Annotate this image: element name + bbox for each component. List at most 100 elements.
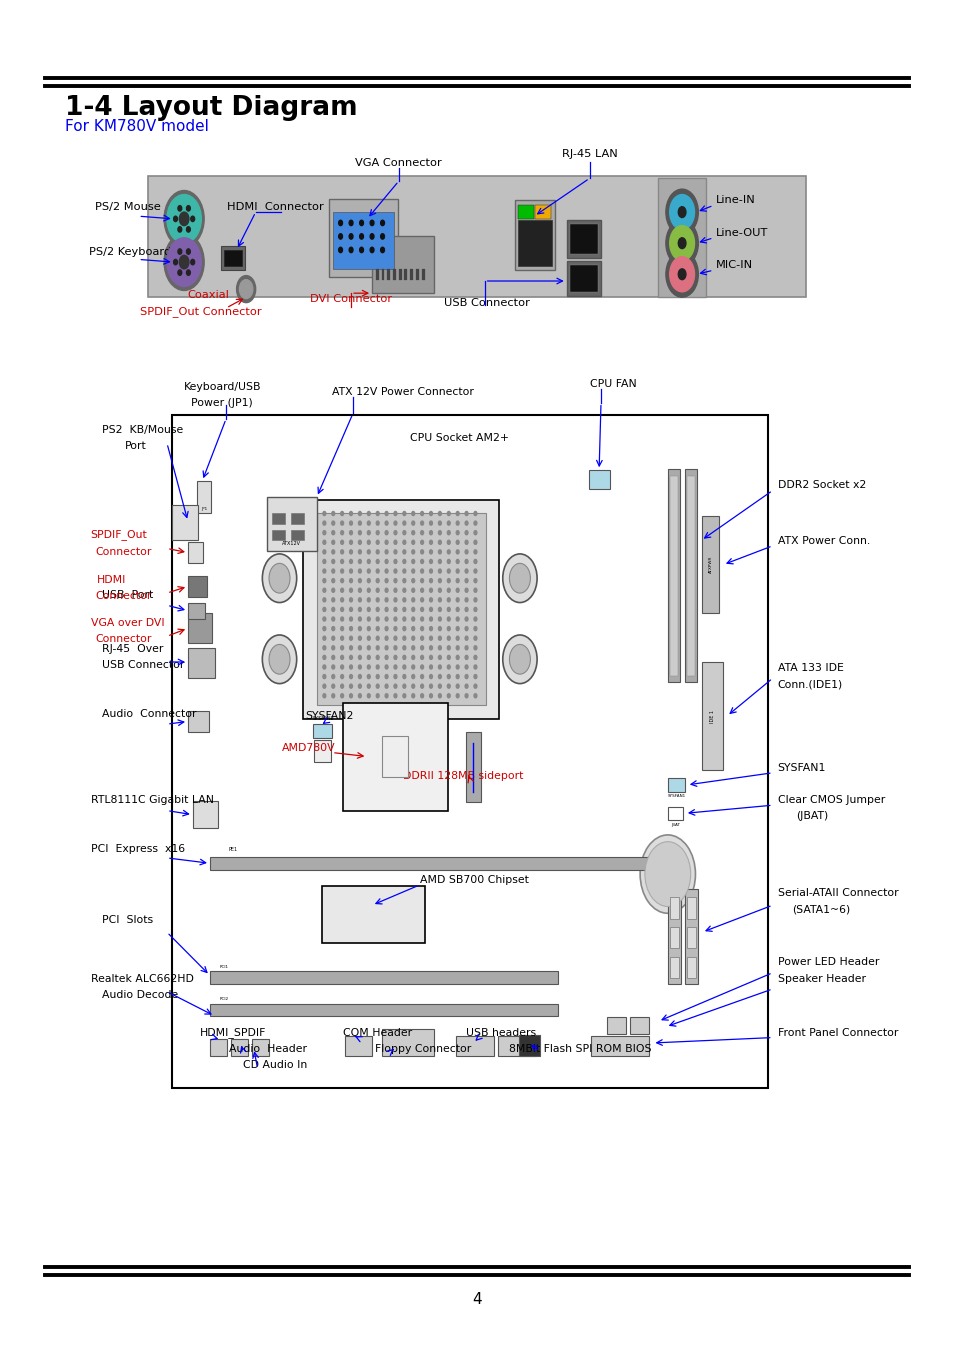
Circle shape [332,597,335,603]
Bar [210,857,658,870]
Circle shape [402,646,405,650]
Circle shape [420,588,423,592]
Circle shape [394,512,396,516]
Circle shape [429,521,432,526]
Circle shape [349,646,352,650]
Circle shape [367,608,370,612]
Circle shape [447,684,450,688]
Circle shape [456,550,458,554]
Circle shape [385,646,388,650]
Bar [669,476,678,676]
Bar [188,613,212,643]
Circle shape [177,270,181,276]
Circle shape [465,674,468,678]
Circle shape [340,694,343,698]
Circle shape [338,234,342,239]
Text: ATXPWR: ATXPWR [708,557,712,573]
Circle shape [456,540,458,544]
Circle shape [179,255,189,269]
Circle shape [394,665,396,669]
Circle shape [375,531,378,535]
Circle shape [412,655,415,659]
Circle shape [402,694,405,698]
Circle shape [438,694,441,698]
Circle shape [322,646,325,650]
Text: Audio Decode: Audio Decode [102,990,178,1000]
Circle shape [375,540,378,544]
Circle shape [474,694,476,698]
Text: AMD SB700 Chipset: AMD SB700 Chipset [419,875,528,885]
Bar [566,220,600,258]
Circle shape [420,636,423,640]
Circle shape [412,665,415,669]
Circle shape [412,674,415,678]
Circle shape [322,540,325,544]
Circle shape [474,559,476,563]
Text: DVI Connector: DVI Connector [310,295,392,304]
Text: Connector: Connector [95,547,152,557]
Bar [272,513,285,524]
Circle shape [456,636,458,640]
Text: HDMI_SPDIF: HDMI_SPDIF [200,1027,267,1038]
Circle shape [187,249,190,254]
Circle shape [340,627,343,631]
Bar [188,576,207,597]
Circle shape [394,646,396,650]
Circle shape [358,512,361,516]
Circle shape [429,588,432,592]
Circle shape [187,270,190,276]
Circle shape [412,646,415,650]
Circle shape [402,665,405,669]
Text: Floppy Connector: Floppy Connector [375,1044,471,1054]
Text: PCI2: PCI2 [219,997,229,1001]
Circle shape [340,559,343,563]
Circle shape [375,608,378,612]
Circle shape [349,531,352,535]
Circle shape [332,588,335,592]
Circle shape [502,554,537,603]
Circle shape [191,259,194,265]
Text: AMD780V: AMD780V [282,743,335,753]
Text: Line-IN: Line-IN [715,196,755,205]
Circle shape [385,636,388,640]
Text: Front Panel Connector: Front Panel Connector [777,1028,897,1038]
Circle shape [438,608,441,612]
Text: RTL8111C Gigabit LAN: RTL8111C Gigabit LAN [91,796,213,805]
Bar [333,212,394,269]
Circle shape [402,674,405,678]
Circle shape [394,694,396,698]
Text: Realtek ALC662HD: Realtek ALC662HD [91,974,193,984]
Circle shape [269,644,290,674]
Circle shape [412,521,415,526]
Text: Coaxial: Coaxial [187,290,229,300]
Bar [669,957,679,978]
Circle shape [385,608,388,612]
Bar [701,516,719,613]
Circle shape [456,655,458,659]
Circle shape [262,635,296,684]
Circle shape [370,247,374,253]
Circle shape [412,559,415,563]
Text: JP1: JP1 [201,507,207,511]
Circle shape [385,694,388,698]
Circle shape [332,665,335,669]
Circle shape [385,655,388,659]
Circle shape [456,512,458,516]
Text: ATA 133 IDE: ATA 133 IDE [777,663,842,673]
Circle shape [367,512,370,516]
Circle shape [358,655,361,659]
Text: 4: 4 [472,1292,481,1308]
Circle shape [367,597,370,603]
Circle shape [402,531,405,535]
Circle shape [367,588,370,592]
Text: Port: Port [125,442,147,451]
Bar [410,269,413,280]
Text: USB headers: USB headers [465,1028,536,1038]
Bar [667,807,682,820]
Circle shape [402,550,405,554]
Bar [267,497,316,551]
Text: USB Connector: USB Connector [443,299,529,308]
Circle shape [385,684,388,688]
Bar [515,200,555,270]
Bar [465,732,480,802]
